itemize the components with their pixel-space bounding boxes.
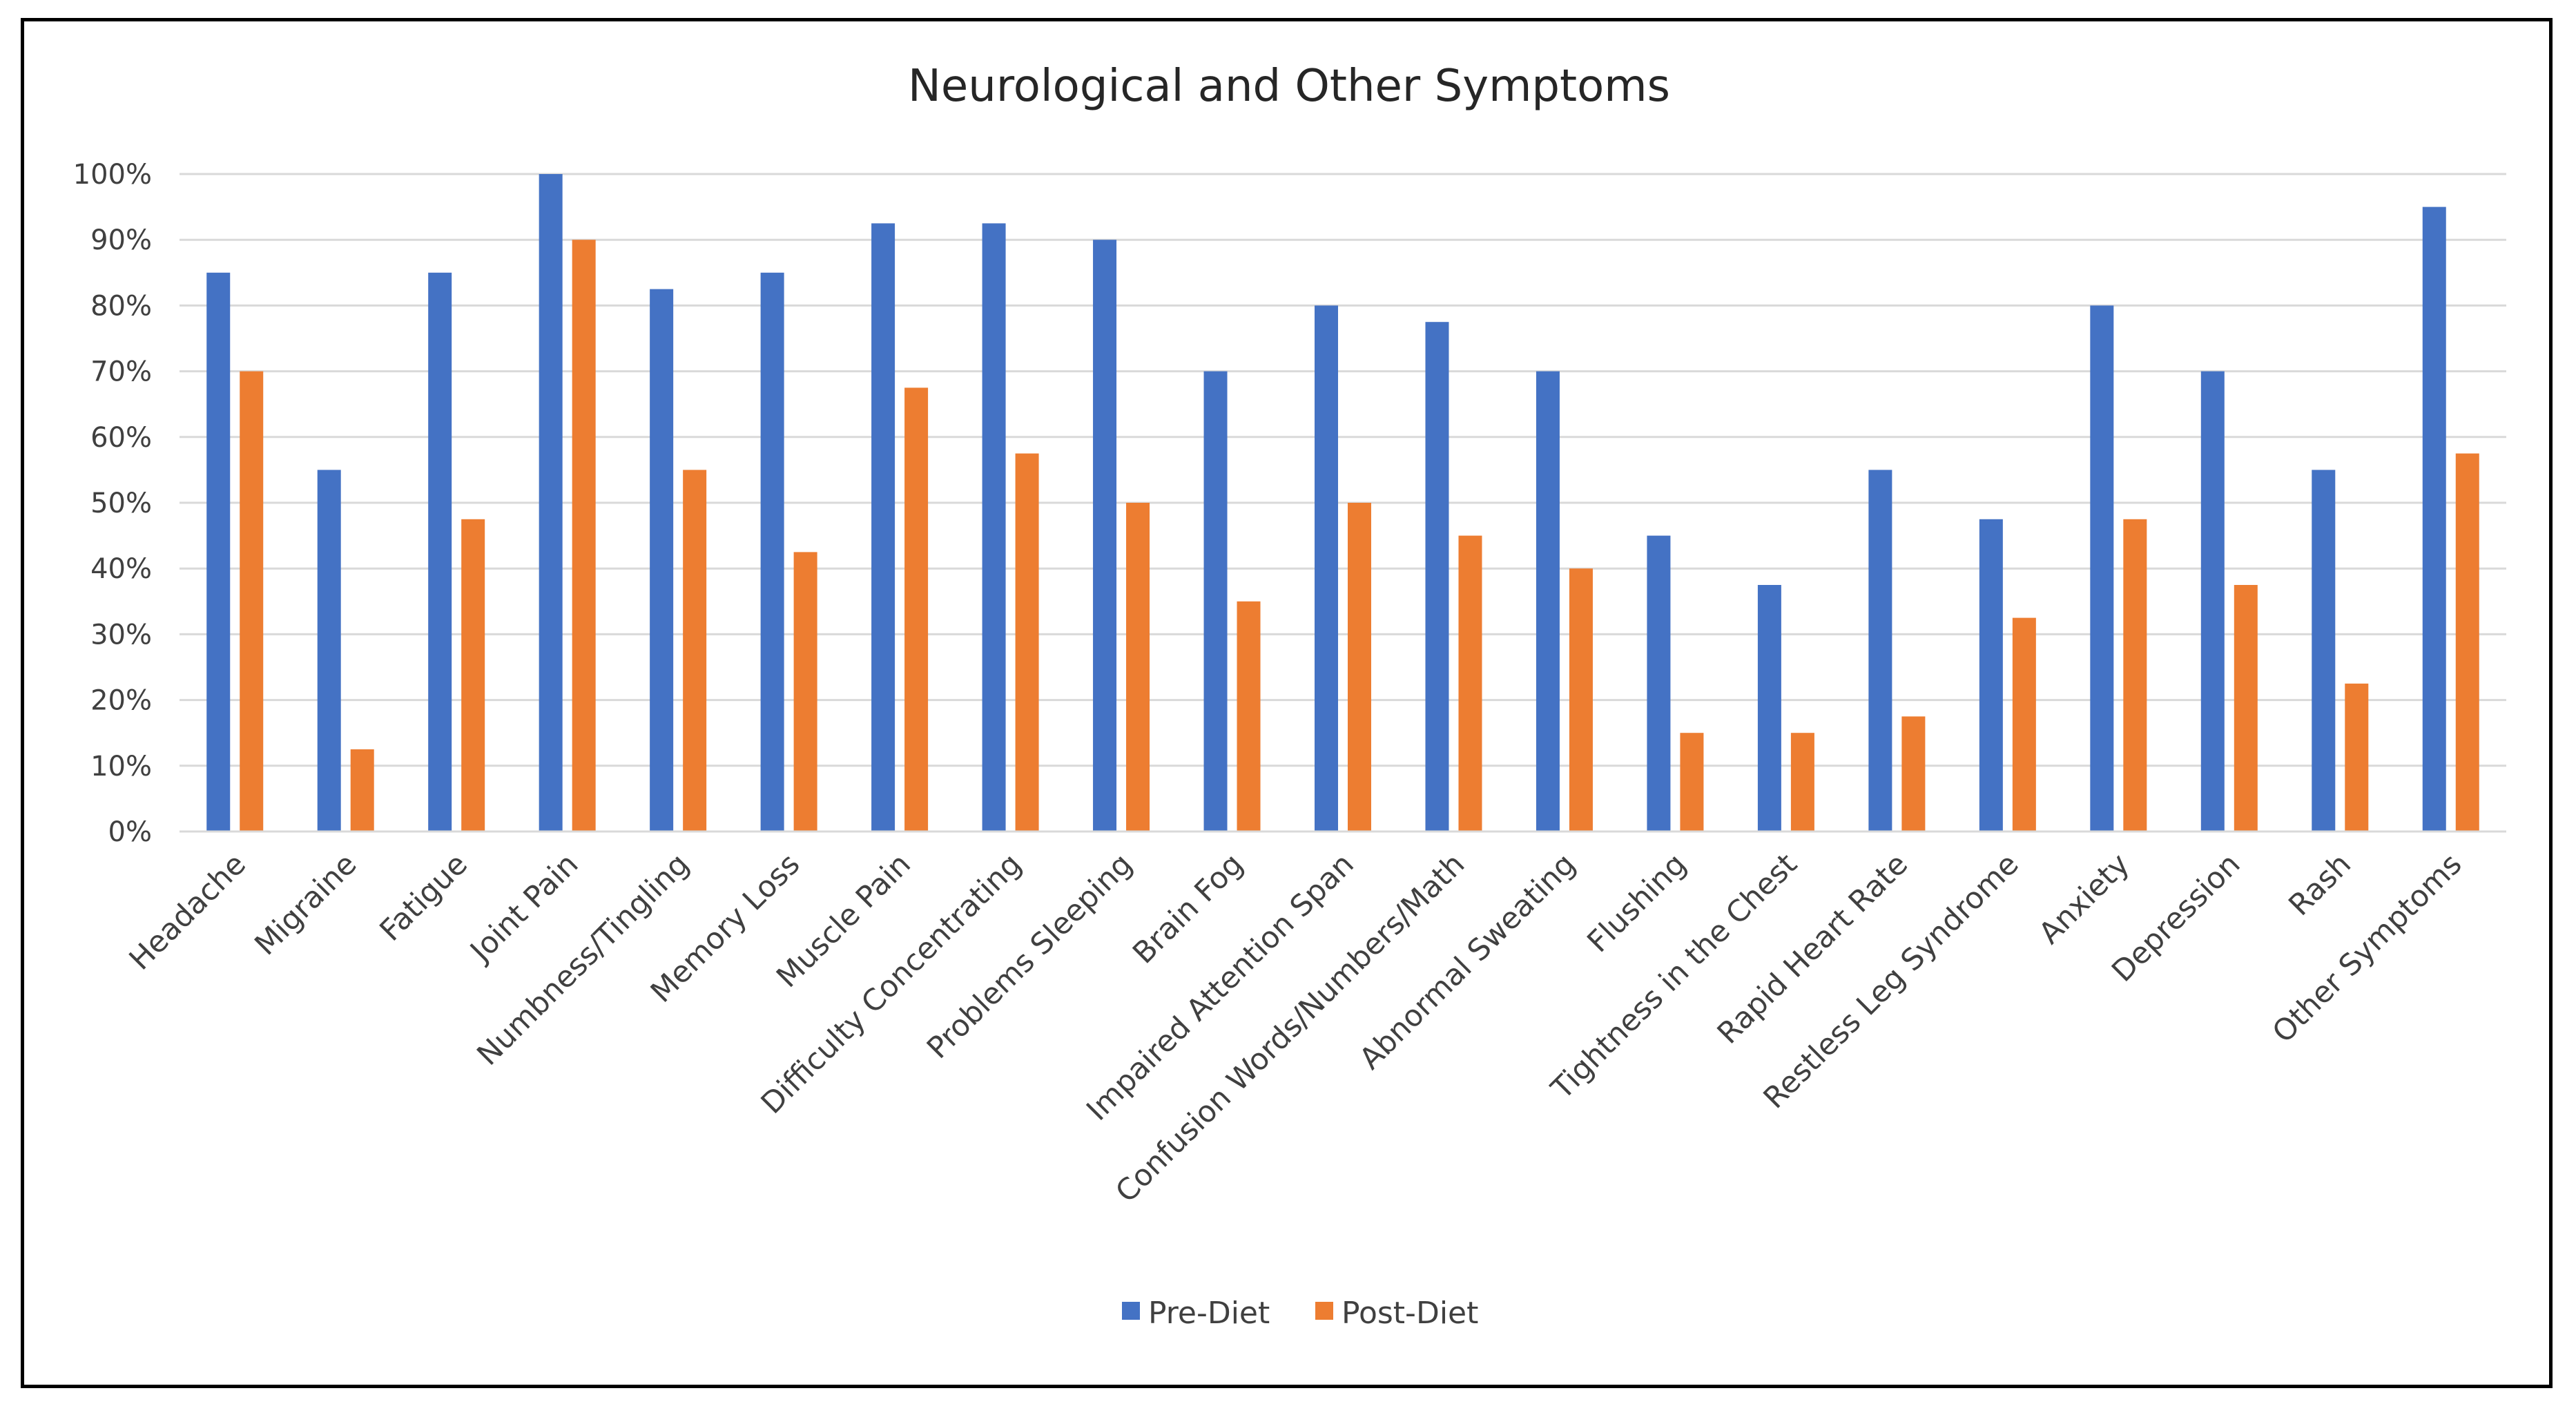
bar-pre-diet [2200,371,2225,832]
gridlines [180,173,2506,767]
bar-pre-diet [1536,371,1560,832]
x-tick-label: Anxiety [2033,847,2136,950]
bar-pre-diet [1868,470,1892,832]
bar-post-diet [1901,716,1926,832]
bar-post-diet [1680,733,1704,832]
bar-post-diet [240,371,264,832]
legend: Pre-Diet Post-Diet [1122,1296,1478,1331]
x-tick-label: Migraine [249,847,364,962]
x-tick-label: Problems Sleeping [920,847,1139,1066]
bar-pre-diet [871,223,895,832]
bar-post-diet [350,749,374,832]
y-tick-label: 70% [90,356,152,388]
bar-post-diet [2455,453,2479,832]
y-tick-label: 60% [90,422,152,454]
bar-post-diet [1569,568,1593,832]
bar-post-diet [1458,535,1482,832]
bar-pre-diet [1203,371,1228,832]
bar-pre-diet [206,272,231,832]
bar-pre-diet [1979,519,2003,832]
bar-pre-diet [2422,206,2446,832]
y-tick-label: 100% [73,159,152,191]
legend-label: Pre-Diet [1148,1296,1270,1331]
x-tick-label: Headache [123,847,253,977]
y-axis-ticks: 0% 10% 20% 30% 40% 50% 60% 70% 80% 90% 100% [73,159,152,848]
y-tick-label: 10% [90,751,152,782]
bar-pre-diet [539,174,563,832]
bar-pre-diet [650,289,674,832]
bar-post-diet [904,387,929,832]
x-tick-label: Other Symptoms [2266,847,2469,1050]
chart-svg: Neurological and Other Symptoms 0% 10% 20%… [73,61,2506,1331]
bar-pre-diet [428,272,452,832]
bar-post-diet [1237,601,1261,832]
y-tick-label: 50% [90,488,152,519]
bar-pre-diet [2090,305,2114,832]
bar-post-diet [793,552,817,832]
y-tick-label: 90% [90,224,152,256]
x-tick-label: Flushing [1581,847,1694,959]
bar-pre-diet [1425,322,1449,832]
bar-pre-diet [317,470,341,832]
bar-post-diet [1015,453,1039,832]
y-tick-label: 40% [90,553,152,585]
bar-pre-diet [982,223,1006,832]
x-tick-label: Rapid Heart Rate [1711,847,1915,1050]
legend-label: Post-Diet [1342,1296,1478,1331]
chart-frame: Neurological and Other Symptoms 0% 10% 20%… [21,18,2553,1388]
legend-swatch [1315,1302,1333,1320]
x-tick-label: Fatigue [374,847,474,948]
bar-post-diet [572,240,596,832]
legend-swatch [1122,1302,1140,1320]
y-tick-label: 30% [90,619,152,651]
y-tick-label: 80% [90,290,152,322]
y-tick-label: 0% [108,816,152,848]
bar-post-diet [1790,733,1814,832]
bar-post-diet [1348,503,1371,832]
bar-post-diet [2234,585,2258,832]
x-tick-label: Numbness/Tingling [471,847,696,1072]
x-tick-label: Rash [2282,847,2358,923]
bars [206,174,2479,832]
bar-pre-diet [1757,585,1781,832]
x-tick-label: Abnormal Sweating [1353,847,1582,1076]
bar-post-diet [461,519,485,832]
y-tick-label: 20% [90,685,152,717]
bar-post-diet [1126,503,1150,832]
bar-pre-diet [1093,240,1117,832]
bar-post-diet [683,470,707,832]
chart-title: Neurological and Other Symptoms [908,61,1670,112]
bar-post-diet [2345,683,2369,832]
bar-post-diet [2012,617,2036,832]
bar-pre-diet [1647,535,1671,832]
bar-post-diet [2123,519,2147,832]
bar-pre-diet [760,272,784,832]
bar-pre-diet [1315,305,1338,832]
bar-pre-diet [2312,470,2336,832]
